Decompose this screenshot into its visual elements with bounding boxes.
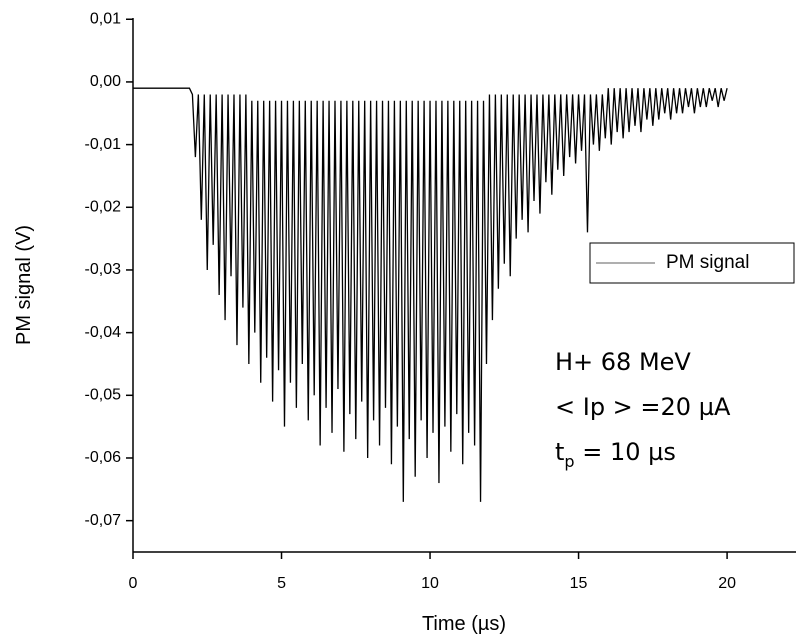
y-tick-label: -0,02 <box>85 199 122 216</box>
annotation: tp = 10 µs <box>555 438 676 471</box>
x-tick-label: 10 <box>421 575 439 592</box>
y-tick-label: -0,03 <box>85 261 122 278</box>
y-tick-label: 0,00 <box>90 73 121 90</box>
y-axis-title: PM signal (V) <box>13 225 35 345</box>
annotation: < Ip > =20 µA <box>555 393 731 421</box>
x-tick-label: 15 <box>570 575 588 592</box>
y-tick-label: -0,01 <box>85 136 122 153</box>
annotation-part: t <box>555 438 564 466</box>
y-tick-label: -0,06 <box>85 449 122 466</box>
y-tick-label: 0,01 <box>90 10 121 27</box>
annotation-subscript: p <box>564 452 574 471</box>
y-tick-label: -0,07 <box>85 512 122 529</box>
x-tick-label: 0 <box>129 575 138 592</box>
signal-line <box>133 87 728 502</box>
legend: PM signal <box>589 242 795 284</box>
legend-label: PM signal <box>666 252 749 273</box>
annotation: H+ 68 MeV <box>555 348 691 376</box>
y-tick-label: -0,05 <box>85 387 122 404</box>
x-axis-title: Time (µs) <box>422 613 506 635</box>
y-tick-label: -0,04 <box>85 324 122 341</box>
x-tick-label: 5 <box>277 575 286 592</box>
annotation-part: = 10 µs <box>575 438 676 466</box>
x-tick-label: 20 <box>718 575 736 592</box>
